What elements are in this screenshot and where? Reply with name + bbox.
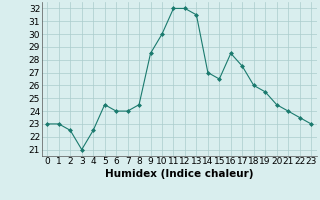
X-axis label: Humidex (Indice chaleur): Humidex (Indice chaleur) — [105, 169, 253, 179]
